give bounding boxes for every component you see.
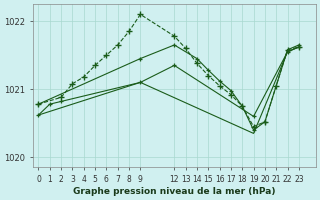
X-axis label: Graphe pression niveau de la mer (hPa): Graphe pression niveau de la mer (hPa): [73, 187, 276, 196]
